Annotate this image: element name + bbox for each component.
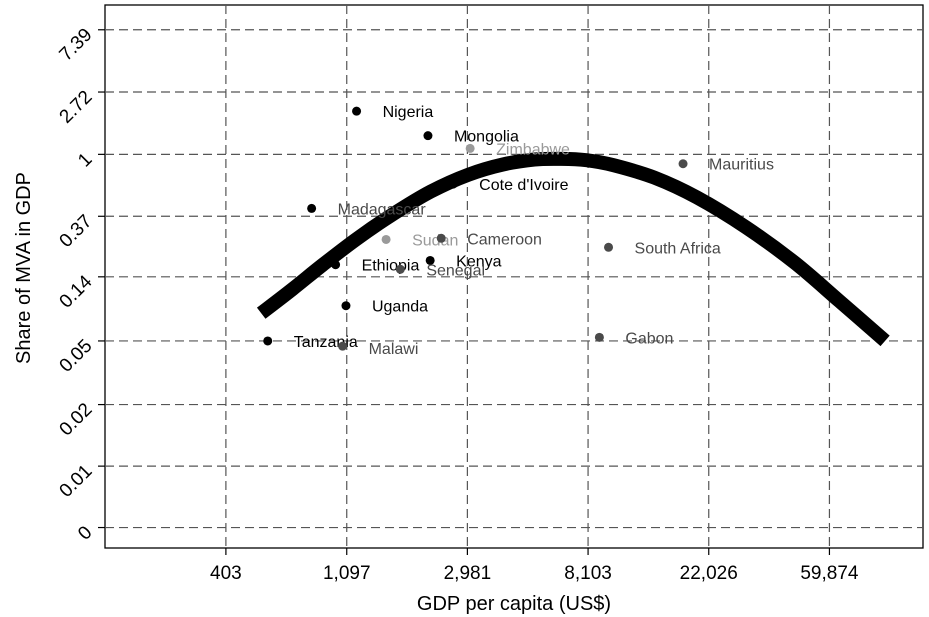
y-tick-label: 0.01 bbox=[56, 461, 97, 502]
point-label: Cameroon bbox=[467, 231, 542, 248]
x-tick-label: 1,097 bbox=[323, 563, 371, 584]
y-tick-label: 1 bbox=[74, 149, 96, 171]
data-point bbox=[678, 159, 688, 169]
data-point bbox=[331, 260, 341, 270]
data-point bbox=[395, 264, 405, 274]
data-point bbox=[341, 301, 351, 311]
fit-curve bbox=[256, 151, 890, 347]
x-gridlines bbox=[225, 5, 831, 548]
y-tick-label: 2.72 bbox=[56, 87, 97, 128]
point-label: Gabon bbox=[625, 330, 673, 347]
point-label: Kenya bbox=[456, 253, 501, 270]
y-tick-label: 0.37 bbox=[56, 211, 97, 252]
y-tick-label: 7.39 bbox=[56, 24, 97, 65]
data-point bbox=[263, 336, 273, 346]
point-label: Uganda bbox=[372, 299, 428, 316]
point-label: Nigeria bbox=[383, 104, 434, 121]
data-point bbox=[436, 233, 446, 243]
x-axis-ticks: 403 1,097 2,981 8,103 22,026 59,874 bbox=[210, 548, 859, 584]
y-axis-ticks: 0 0.01 0.02 0.05 0.14 0.37 1 2.72 7.39 bbox=[56, 24, 105, 545]
point-label: Senegal bbox=[426, 262, 485, 279]
x-tick-label: 403 bbox=[210, 563, 242, 584]
point-label: Ethiopia bbox=[362, 258, 420, 275]
y-tick-label: 0.02 bbox=[56, 399, 97, 440]
point-label: Cote d'Ivoire bbox=[479, 177, 568, 194]
data-point bbox=[604, 242, 614, 252]
x-tick-label: 8,103 bbox=[564, 563, 612, 584]
x-axis-title: GDP per capita (US$) bbox=[417, 593, 611, 615]
point-label: Zimbabwe bbox=[496, 141, 570, 158]
x-tick-label: 22,026 bbox=[680, 563, 738, 584]
data-point bbox=[423, 131, 433, 141]
point-label: Mongolia bbox=[454, 129, 519, 146]
data-point bbox=[307, 203, 317, 213]
data-point bbox=[338, 341, 348, 351]
point-label: Tanzania bbox=[294, 334, 358, 351]
data-point bbox=[448, 179, 458, 189]
y-gridlines bbox=[105, 29, 923, 529]
data-point bbox=[381, 234, 391, 244]
x-tick-label: 2,981 bbox=[444, 563, 492, 584]
point-label: South Africa bbox=[635, 240, 721, 257]
y-tick-label: 0 bbox=[74, 522, 96, 544]
data-point bbox=[425, 255, 435, 265]
y-tick-label: 0.14 bbox=[56, 271, 97, 312]
data-point bbox=[594, 332, 604, 342]
fit-curve-layer bbox=[256, 151, 890, 347]
y-axis-title: Share of MVA in GDP bbox=[13, 172, 35, 364]
point-label: Madagascar bbox=[338, 201, 427, 218]
point-label: Malawi bbox=[369, 341, 419, 358]
point-label: Sudan bbox=[412, 232, 458, 249]
data-point bbox=[352, 106, 362, 116]
y-tick-label: 0.05 bbox=[56, 336, 97, 377]
data-point bbox=[465, 143, 475, 153]
point-label: Mauritius bbox=[709, 157, 774, 174]
x-tick-label: 59,874 bbox=[800, 563, 859, 584]
